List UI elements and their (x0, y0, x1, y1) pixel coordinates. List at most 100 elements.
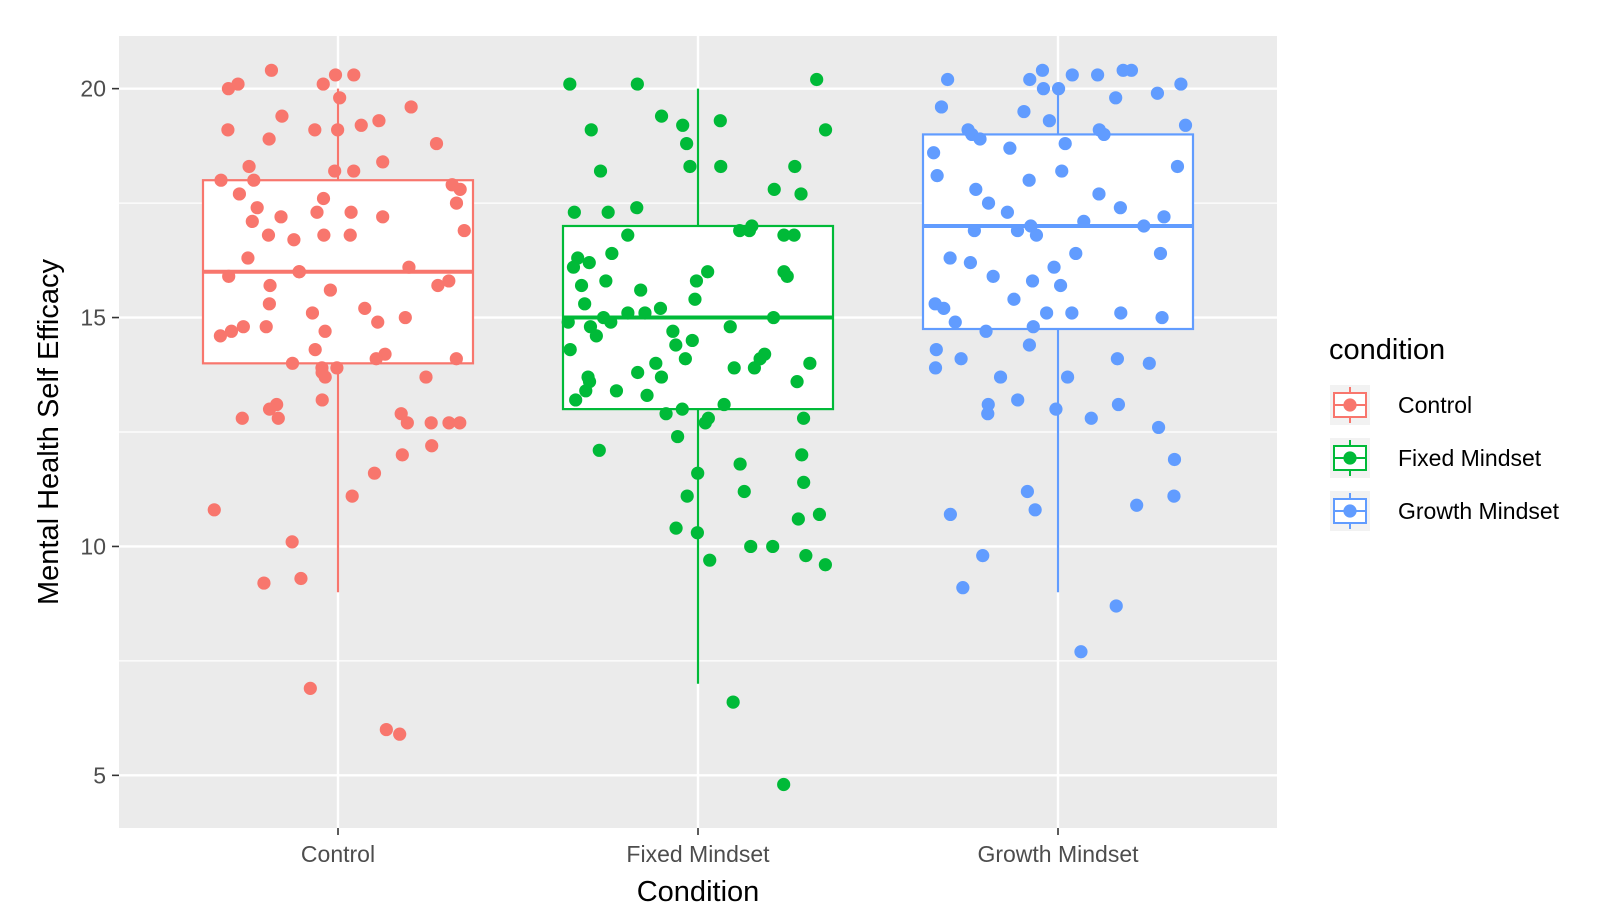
data-point (303, 681, 317, 695)
data-point (221, 123, 235, 137)
data-point (1111, 397, 1126, 412)
data-point (589, 329, 603, 343)
data-point (367, 466, 382, 480)
data-point (733, 457, 747, 471)
data-point (398, 310, 412, 325)
data-point (1022, 338, 1037, 352)
data-point (654, 109, 669, 123)
data-point (810, 72, 824, 87)
data-point (1167, 489, 1181, 503)
data-point (742, 223, 757, 238)
data-point (1023, 72, 1037, 87)
data-point (714, 159, 728, 174)
data-point (601, 205, 615, 219)
data-point (308, 123, 322, 137)
data-point (569, 393, 583, 407)
data-point (263, 278, 277, 293)
data-point (659, 407, 673, 421)
data-point (685, 333, 699, 348)
box-iqr (921, 133, 1195, 331)
data-point (1042, 114, 1056, 128)
data-point (680, 489, 694, 503)
data-point (1077, 214, 1091, 229)
data-point (688, 292, 702, 306)
data-point (275, 109, 289, 123)
data-point (1092, 187, 1106, 201)
data-point (1137, 219, 1151, 233)
data-point (726, 695, 740, 709)
data-point (669, 521, 683, 535)
data-point (669, 338, 683, 352)
data-point (1020, 484, 1034, 499)
data-point (592, 443, 606, 457)
data-point (343, 228, 357, 242)
data-point (680, 136, 694, 151)
data-point (271, 411, 285, 425)
data-point (1060, 370, 1075, 384)
data-point (1109, 91, 1123, 105)
data-point (457, 223, 471, 238)
data-point (599, 274, 613, 288)
data-point (241, 251, 255, 265)
data-point (630, 77, 644, 91)
data-point (262, 297, 276, 311)
data-point (567, 205, 581, 219)
data-point (671, 429, 685, 444)
data-point (604, 315, 618, 329)
x-tick-label: Growth Mindset (977, 841, 1139, 867)
data-point (941, 72, 955, 87)
data-point (1142, 356, 1156, 370)
data-point (250, 201, 264, 215)
data-point (315, 393, 329, 407)
legend-label: Growth Mindset (1398, 498, 1560, 524)
data-point (621, 306, 635, 320)
data-point (767, 182, 781, 196)
data-point (261, 228, 276, 242)
data-point (795, 448, 809, 462)
data-point (766, 539, 780, 554)
data-point (1025, 274, 1040, 288)
data-point (245, 214, 259, 229)
data-point (371, 315, 385, 329)
legend-entry-growth-mindset: Growth Mindset (1330, 491, 1560, 531)
data-point (727, 361, 741, 375)
data-point (1174, 77, 1188, 91)
data-point (799, 549, 813, 563)
data-point (676, 118, 690, 132)
data-point (1065, 68, 1079, 82)
data-point (1097, 127, 1111, 142)
data-point (379, 722, 393, 737)
data-point (1028, 503, 1042, 517)
data-point (675, 402, 689, 416)
data-point (733, 223, 747, 238)
data-point (347, 164, 361, 178)
x-tick-label: Control (301, 841, 375, 867)
data-point (318, 324, 332, 338)
data-point (345, 489, 359, 503)
data-point (1069, 246, 1083, 261)
y-tick-label: 5 (93, 762, 106, 788)
data-point (630, 201, 644, 215)
data-point (310, 205, 324, 219)
data-point (1130, 498, 1144, 512)
data-points (207, 63, 1193, 792)
data-point (640, 388, 654, 402)
data-point (976, 549, 990, 563)
data-point (609, 384, 624, 398)
data-point (1053, 278, 1068, 293)
data-point (331, 123, 345, 137)
data-point (347, 68, 361, 82)
data-point (393, 727, 407, 741)
data-point (1049, 402, 1063, 416)
data-point (1109, 599, 1123, 613)
data-point (372, 114, 386, 128)
data-point (1058, 136, 1072, 151)
data-point (1029, 228, 1044, 242)
data-point (690, 526, 704, 540)
y-tick-label: 15 (80, 305, 106, 331)
data-point (954, 352, 968, 366)
box-control (201, 88, 475, 593)
data-point (316, 191, 331, 206)
data-point (943, 251, 957, 265)
